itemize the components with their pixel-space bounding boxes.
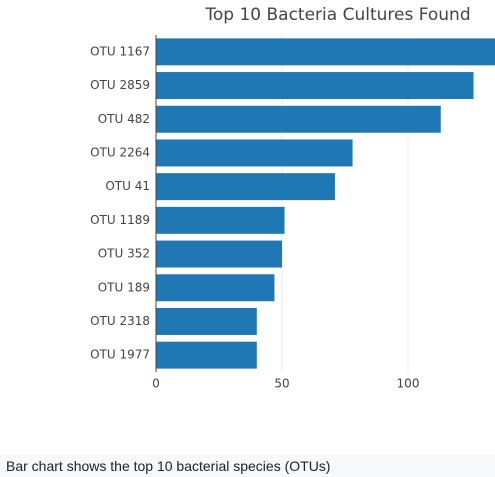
bar [156, 341, 257, 369]
x-tick-label: 100 [397, 377, 420, 391]
x-tick-label: 0 [152, 377, 160, 391]
chart: Top 10 Bacteria Cultures Found 0 50 100 OTU… [90, 5, 495, 391]
bar [156, 72, 474, 100]
bar [156, 173, 335, 201]
y-tick-label: OTU 2264 [90, 145, 150, 159]
y-tick-label: OTU 352 [98, 247, 150, 261]
bar [156, 307, 257, 335]
y-tick-label: OTU 482 [98, 112, 150, 126]
bar [156, 139, 353, 167]
chart-title: Top 10 Bacteria Cultures Found [204, 5, 470, 25]
y-tick-label: OTU 189 [98, 280, 150, 294]
bar [156, 240, 282, 268]
bar [156, 105, 441, 133]
x-tick-label: 50 [274, 377, 289, 391]
y-tick-label: OTU 41 [105, 179, 150, 193]
bar [156, 206, 285, 234]
y-tick-label: OTU 1189 [90, 213, 150, 227]
bar [156, 38, 495, 66]
y-tick-label: OTU 1977 [90, 348, 150, 362]
y-tick-label: OTU 1167 [90, 44, 150, 58]
caption: Bar chart shows the top 10 bacterial spe… [0, 455, 495, 477]
bar [156, 274, 275, 302]
y-tick-label: OTU 2318 [90, 314, 150, 328]
y-tick-label: OTU 2859 [90, 78, 150, 92]
